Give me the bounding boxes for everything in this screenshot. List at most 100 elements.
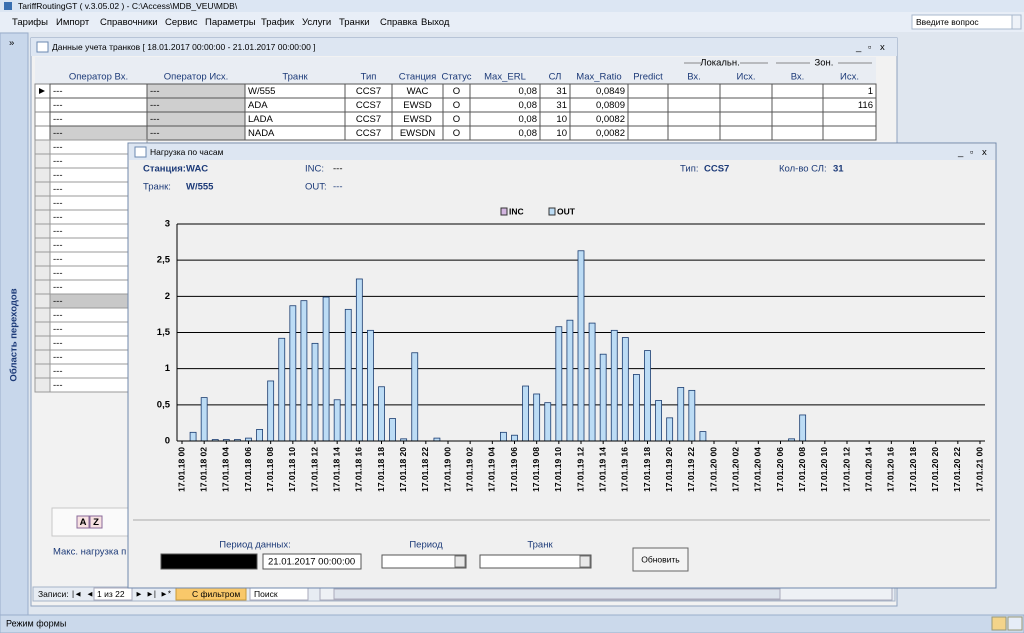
row-selector[interactable]	[34, 97, 51, 113]
row-selector[interactable]	[34, 251, 51, 267]
table-cell-text[interactable]: 0,08	[519, 128, 538, 139]
nav-toggle[interactable]: »	[9, 38, 14, 49]
table-cell-text[interactable]: O	[453, 128, 460, 139]
table-cell-text[interactable]: 1	[868, 86, 873, 97]
menu-item[interactable]: Справочники	[100, 17, 158, 28]
view-button[interactable]	[991, 616, 1007, 631]
empty-row-text[interactable]: ---	[53, 156, 63, 167]
table-cell-text[interactable]: ---	[150, 114, 160, 125]
combo-box[interactable]	[381, 554, 467, 569]
table-cell-text[interactable]: 0,0082	[596, 128, 625, 139]
nav-button[interactable]: ◄	[86, 590, 94, 599]
table-cell[interactable]	[49, 83, 148, 99]
view-button[interactable]	[1007, 616, 1023, 631]
table-cell-text[interactable]: ADA	[248, 100, 268, 111]
table-cell[interactable]	[627, 111, 669, 127]
empty-row-text[interactable]: ---	[53, 338, 63, 349]
row-selector[interactable]	[34, 139, 51, 155]
window-button[interactable]: x	[880, 42, 885, 53]
combo-arrow[interactable]	[579, 555, 591, 568]
window-button[interactable]: ▫	[868, 42, 871, 53]
table-cell[interactable]	[667, 111, 721, 127]
table-cell[interactable]	[627, 125, 669, 141]
empty-row-text[interactable]: ---	[53, 226, 63, 237]
combo-box[interactable]	[479, 554, 592, 569]
menu-item[interactable]: Параметры	[205, 17, 256, 28]
column-header[interactable]: Вх.	[687, 72, 701, 83]
empty-row-text[interactable]: ---	[53, 254, 63, 265]
table-cell-text[interactable]: EWSDN	[400, 128, 436, 139]
table-cell-text[interactable]: 0,0082	[596, 114, 625, 125]
menu-item[interactable]: Тарифы	[12, 17, 48, 28]
empty-row-text[interactable]: ---	[53, 198, 63, 209]
column-header[interactable]: Max_ERL	[484, 72, 526, 83]
table-cell[interactable]	[771, 97, 824, 113]
refresh-button[interactable]	[632, 547, 689, 572]
empty-row-text[interactable]: ---	[53, 170, 63, 181]
date-input-text[interactable]: 18.01.2017 00:00:00	[166, 557, 253, 568]
empty-row-text[interactable]: ---	[53, 212, 63, 223]
row-selector[interactable]	[34, 349, 51, 365]
table-cell[interactable]	[771, 83, 824, 99]
column-header[interactable]: Вх.	[791, 72, 805, 83]
filter-label[interactable]: С фильтром	[192, 589, 240, 599]
column-header[interactable]: Оператор Исх.	[164, 72, 229, 83]
empty-row-text[interactable]: ---	[53, 184, 63, 195]
table-cell[interactable]	[719, 97, 773, 113]
column-header[interactable]: Статус	[441, 72, 471, 83]
table-cell-text[interactable]: 0,08	[519, 100, 538, 111]
menu-item[interactable]: Трафик	[261, 17, 295, 28]
column-header[interactable]: Predict	[633, 72, 663, 83]
empty-row-text[interactable]: ---	[53, 352, 63, 363]
table-cell[interactable]	[49, 111, 148, 127]
table-cell-text[interactable]: ---	[53, 128, 63, 139]
menu-item[interactable]: Справка	[380, 17, 418, 28]
row-selector[interactable]	[34, 265, 51, 281]
table-cell[interactable]	[49, 97, 148, 113]
row-selector[interactable]	[34, 307, 51, 323]
row-selector[interactable]	[34, 153, 51, 169]
table-cell[interactable]	[771, 125, 824, 141]
date-input[interactable]	[160, 553, 258, 570]
column-header[interactable]: Исх.	[737, 72, 756, 83]
table-cell[interactable]	[627, 97, 669, 113]
table-cell[interactable]	[667, 83, 721, 99]
table-cell-text[interactable]: W/555	[248, 86, 275, 97]
table-cell-text[interactable]: O	[453, 100, 460, 111]
sort-button[interactable]	[89, 515, 103, 529]
table-cell-text[interactable]: ---	[53, 86, 63, 97]
table-cell-text[interactable]: CCS7	[356, 114, 381, 125]
table-cell-text[interactable]: LADA	[248, 114, 273, 125]
table-cell[interactable]	[146, 125, 246, 141]
table-cell-text[interactable]: WAC	[407, 86, 429, 97]
nav-button[interactable]: ►	[135, 590, 143, 599]
table-cell-text[interactable]: 0,08	[519, 86, 538, 97]
sort-button-label[interactable]: Z	[93, 517, 99, 528]
empty-row-text[interactable]: ---	[53, 296, 63, 307]
row-selector[interactable]	[34, 363, 51, 379]
table-cell-text[interactable]: ---	[150, 86, 160, 97]
empty-row-text[interactable]: ---	[53, 310, 63, 321]
refresh-button-label[interactable]: Обновить	[641, 554, 680, 564]
window-button[interactable]: _	[957, 147, 964, 158]
empty-row-text[interactable]: ---	[53, 268, 63, 279]
search-drop[interactable]	[1011, 14, 1022, 30]
menu-item[interactable]: Импорт	[56, 17, 90, 28]
empty-row-text[interactable]: ---	[53, 366, 63, 377]
search-placeholder[interactable]: Введите вопрос	[916, 17, 979, 27]
table-cell-text[interactable]: 0,0809	[596, 100, 625, 111]
table-cell[interactable]	[771, 111, 824, 127]
combo-arrow[interactable]	[454, 555, 466, 568]
menu-item[interactable]: Выход	[421, 17, 450, 28]
table-cell[interactable]	[49, 125, 148, 141]
row-selector[interactable]	[34, 223, 51, 239]
row-selector[interactable]	[34, 167, 51, 183]
column-header[interactable]: Транк	[282, 72, 308, 83]
scroll-thumb[interactable]	[333, 588, 781, 600]
table-cell[interactable]	[146, 97, 246, 113]
empty-row-text[interactable]: ---	[53, 142, 63, 153]
window-button[interactable]: x	[982, 147, 987, 158]
table-cell-text[interactable]: 0,0849	[596, 86, 625, 97]
table-cell[interactable]	[667, 125, 721, 141]
window-button[interactable]: ▫	[970, 147, 973, 158]
